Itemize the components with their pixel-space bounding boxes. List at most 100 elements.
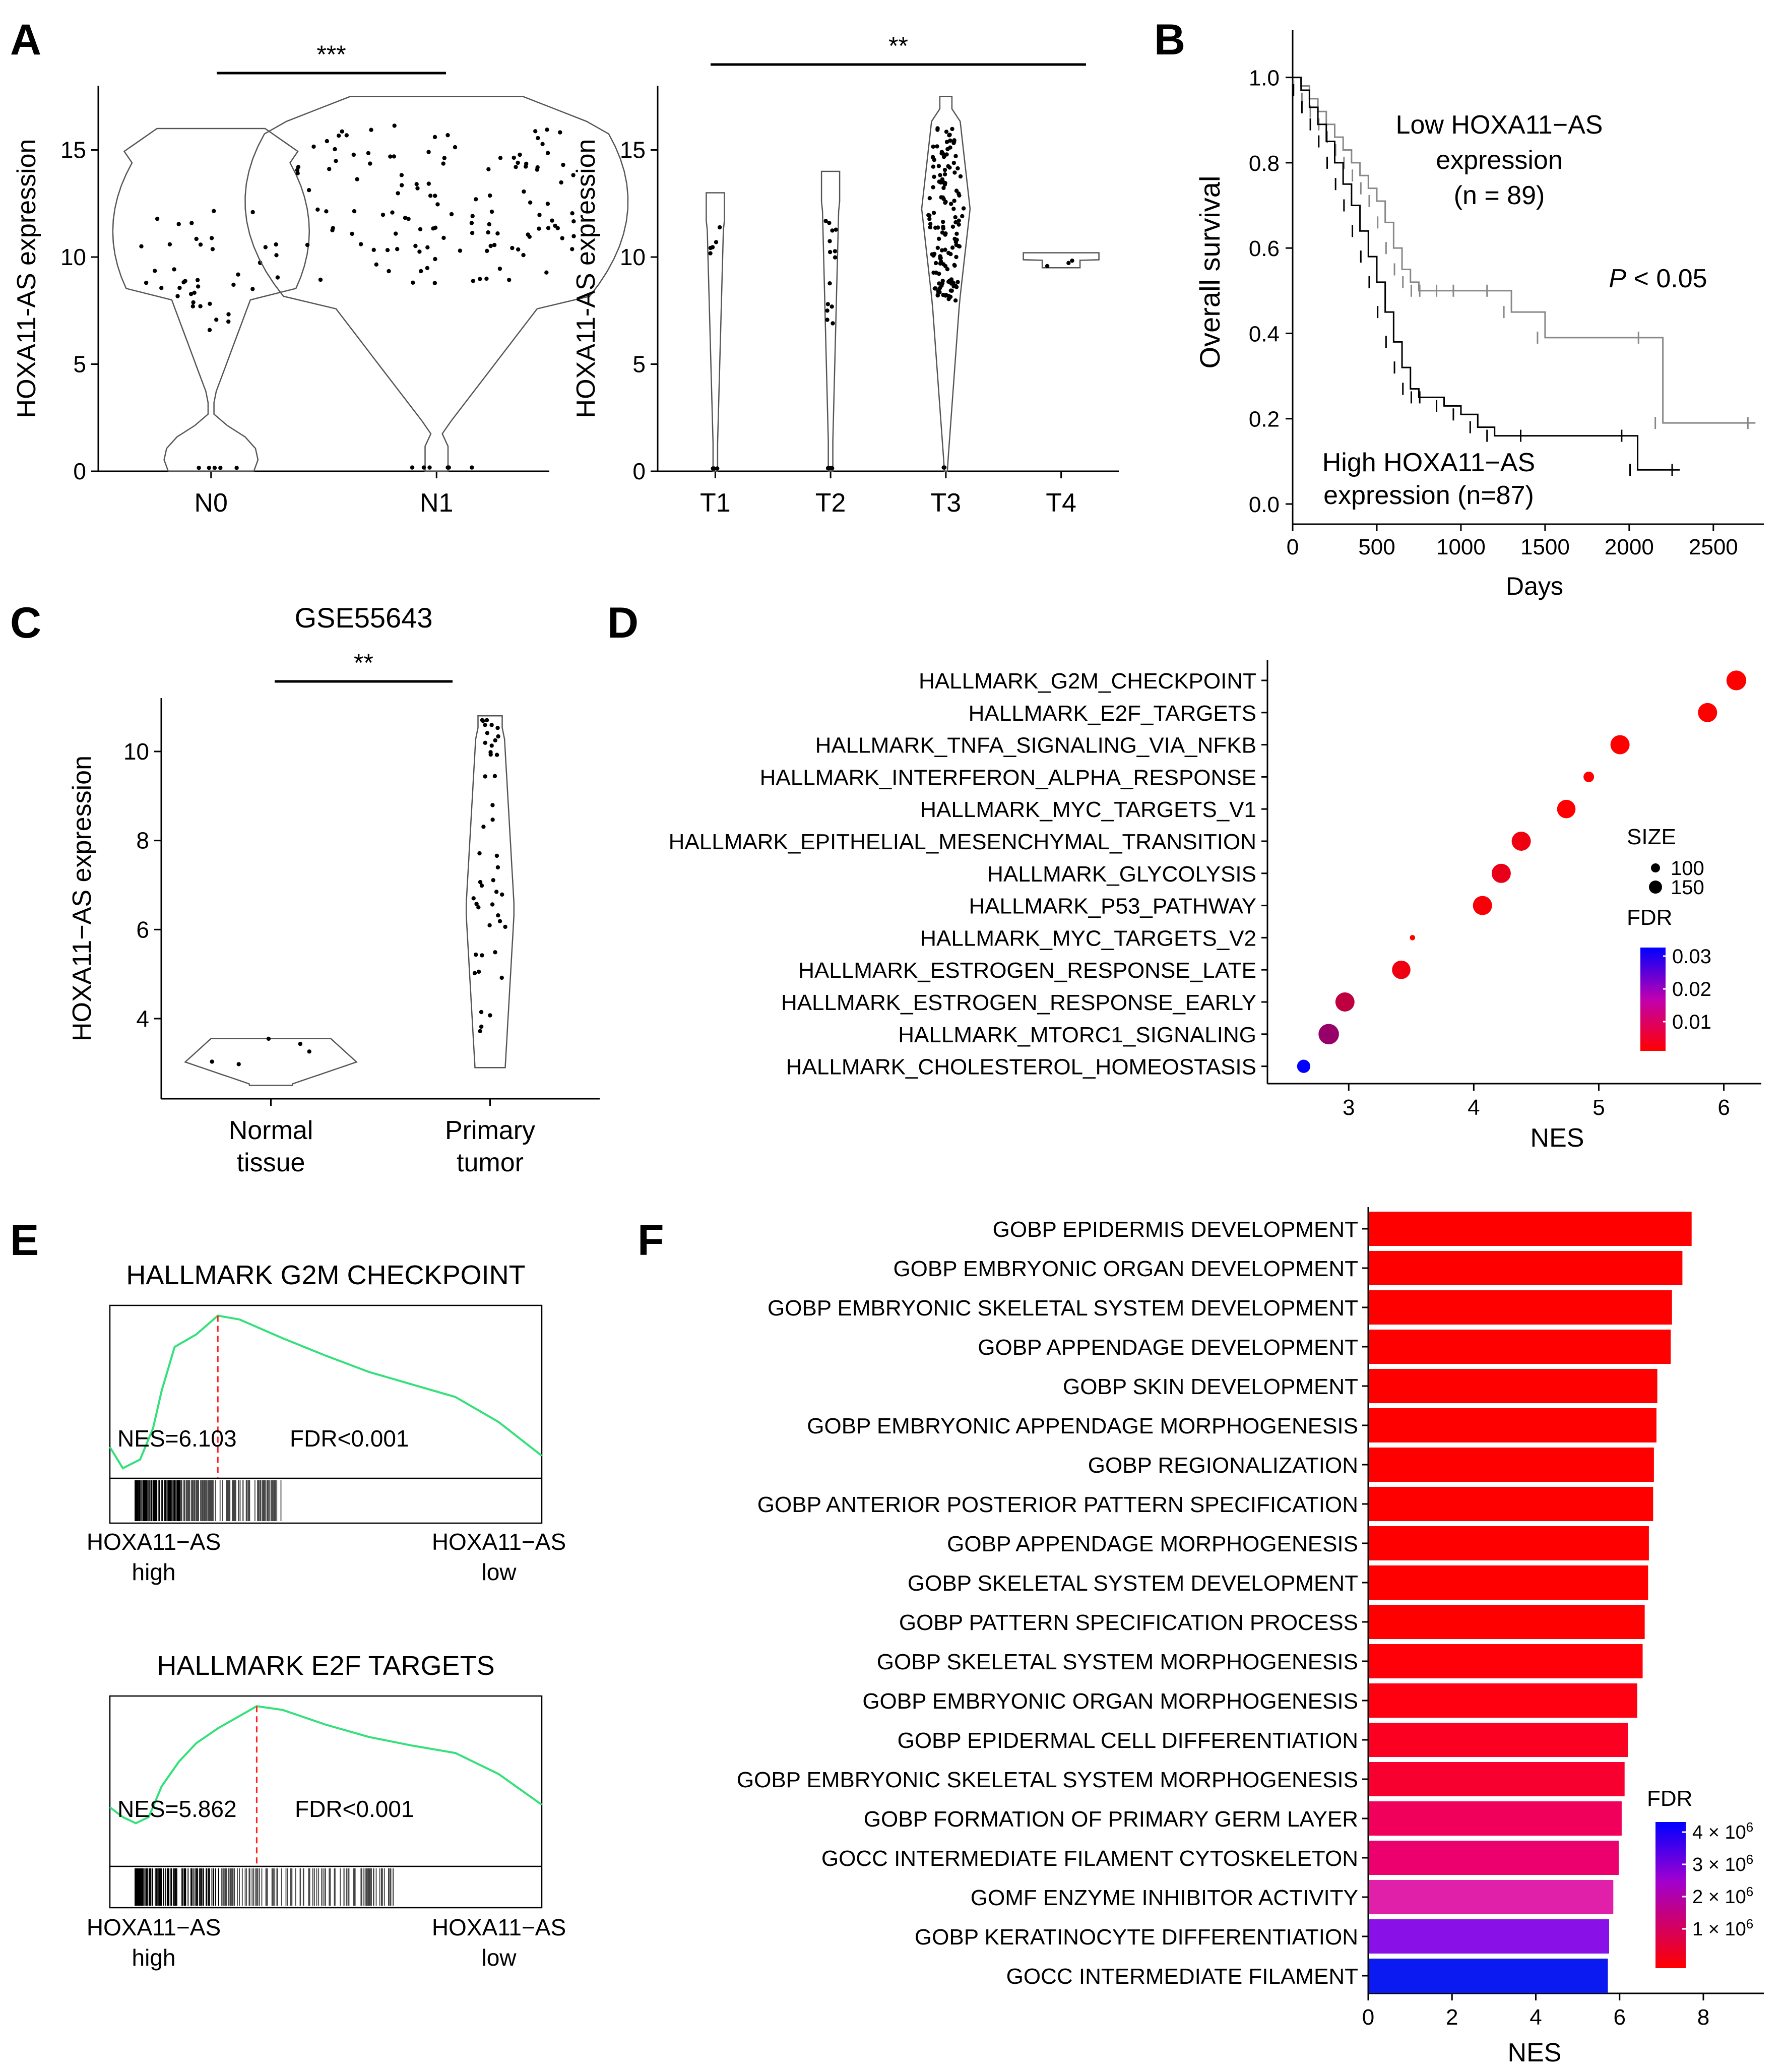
pathway-label-hallmark-cholesterol-homeostasis: HALLMARK_CHOLESTEROL_HOMEOSTASIS xyxy=(786,1055,1256,1080)
bar-gobp-pattern-specification-process xyxy=(1369,1605,1645,1639)
data-point xyxy=(939,151,944,156)
pathway-label-hallmark-p53-pathway: HALLMARK_P53_PATHWAY xyxy=(969,894,1256,919)
data-point xyxy=(545,202,550,206)
pathway-label-hallmark-glycolysis: HALLMARK_GLYCOLYSIS xyxy=(987,862,1256,887)
gsea-high-label: HOXA11−AS xyxy=(87,1914,221,1940)
data-point xyxy=(458,248,463,253)
data-point xyxy=(318,277,323,282)
data-point xyxy=(472,971,477,975)
y-tick-label: 10 xyxy=(620,244,646,270)
gsea-frame xyxy=(109,1695,543,1909)
bar-gobp-embryonic-appendage-morphogenesis xyxy=(1369,1408,1656,1442)
data-point xyxy=(927,217,932,221)
y-tick-label: 0 xyxy=(73,458,86,484)
data-point xyxy=(226,312,231,317)
data-point xyxy=(390,210,395,215)
data-point xyxy=(392,123,397,128)
data-point xyxy=(315,207,320,212)
violin-chart-n-stage: 0 5 10 15 HOXA11-AS expression N0 N1 *** xyxy=(12,40,629,518)
data-point xyxy=(197,466,201,470)
data-point xyxy=(250,210,255,215)
legend-high-expression: expression (n=87) xyxy=(1323,481,1534,510)
data-point xyxy=(715,466,720,471)
data-point xyxy=(960,214,965,219)
data-point xyxy=(510,245,515,250)
fdr-legend-label: 0.01 xyxy=(1672,1011,1711,1033)
data-point xyxy=(933,225,938,230)
violin-chart-gse55643: 4 6 8 10 HOXA11−AS expression Normal tissue Pri… xyxy=(68,602,600,1177)
data-point xyxy=(333,147,337,152)
data-point xyxy=(951,141,956,145)
data-point xyxy=(191,300,196,305)
data-point xyxy=(306,188,311,193)
x-tick-label: Primary xyxy=(445,1116,535,1145)
data-point xyxy=(834,227,838,232)
go-label-gobp-skeletal-system-development: GOBP SKELETAL SYSTEM DEVELOPMENT xyxy=(908,1571,1358,1596)
data-point xyxy=(208,301,212,306)
nes-label: NES=6.103 xyxy=(117,1425,237,1452)
data-point xyxy=(494,890,499,894)
data-point xyxy=(943,232,947,237)
data-point xyxy=(485,248,489,253)
data-point xyxy=(207,328,212,332)
data-point xyxy=(488,1013,492,1018)
size-legend-dot-150 xyxy=(1649,881,1662,894)
data-point xyxy=(928,222,933,226)
data-point xyxy=(263,245,268,249)
data-point xyxy=(426,150,431,154)
data-point xyxy=(499,975,504,980)
data-point xyxy=(957,193,962,198)
data-point xyxy=(559,180,563,185)
data-point xyxy=(425,245,430,249)
y-tick-label: 5 xyxy=(632,351,646,378)
data-point xyxy=(833,255,838,260)
data-point xyxy=(337,134,341,138)
data-point xyxy=(491,878,495,883)
fdr-label: FDR<0.001 xyxy=(290,1425,409,1452)
data-point xyxy=(212,209,216,213)
x-tick-label: 4 xyxy=(1468,1095,1480,1120)
data-point xyxy=(521,253,526,258)
go-label-gobp-anterior-posterior-pattern-specification: GOBP ANTERIOR POSTERIOR PATTERN SPECIFIC… xyxy=(757,1492,1358,1517)
data-point xyxy=(496,913,500,918)
go-label-gobp-epidermis-development: GOBP EPIDERMIS DEVELOPMENT xyxy=(993,1217,1358,1242)
data-point xyxy=(371,247,376,252)
data-point xyxy=(387,269,391,274)
data-point xyxy=(479,1010,484,1015)
data-point xyxy=(476,905,481,910)
pathway-label-hallmark-epithelial-mesenchymal-transition: HALLMARK_EPITHELIAL_MESENCHYMAL_TRANSITI… xyxy=(669,830,1256,854)
panel-letter-a: A xyxy=(10,16,41,64)
y-axis-label: Overall survival xyxy=(1194,176,1226,369)
dot-hallmark-estrogen-response-late xyxy=(1392,960,1411,979)
data-point xyxy=(442,156,447,160)
data-point xyxy=(937,286,942,290)
data-point xyxy=(941,226,946,231)
data-point xyxy=(953,220,958,225)
data-point xyxy=(514,165,518,169)
violin-t2 xyxy=(820,170,841,472)
pathway-label-hallmark-interferon-alpha-response: HALLMARK_INTERFERON_ALPHA_RESPONSE xyxy=(760,765,1256,790)
size-legend-title: SIZE xyxy=(1627,825,1676,849)
go-label-gocc-intermediate-filament: GOCC INTERMEDIATE FILAMENT xyxy=(1006,1964,1358,1989)
data-point xyxy=(825,318,830,322)
data-point xyxy=(497,919,502,923)
violin-normal-tissue xyxy=(184,1038,358,1086)
data-point xyxy=(172,267,176,272)
data-point xyxy=(537,226,541,231)
data-point xyxy=(952,170,957,175)
y-tick-label: 0.0 xyxy=(1249,492,1280,517)
fdr-legend-label: 0.03 xyxy=(1672,946,1711,968)
data-point xyxy=(470,231,475,235)
bar-gobp-regionalization xyxy=(1369,1448,1654,1482)
y-tick-label: 15 xyxy=(60,137,86,163)
data-point xyxy=(516,247,521,252)
x-tick-label: 2000 xyxy=(1605,535,1654,559)
y-tick-label: 15 xyxy=(620,137,646,163)
gsea-high-label: high xyxy=(132,1559,176,1585)
panel-letter-d: D xyxy=(607,599,639,647)
data-point xyxy=(943,200,948,204)
data-point xyxy=(196,284,201,289)
hallmark-dot-plot: 3 4 5 6 NES HALLMARK_G2M_CHECKPOINT HALLMARK_E… xyxy=(669,660,1761,1153)
data-point xyxy=(488,243,493,248)
legend-low-expression: expression xyxy=(1436,146,1562,175)
